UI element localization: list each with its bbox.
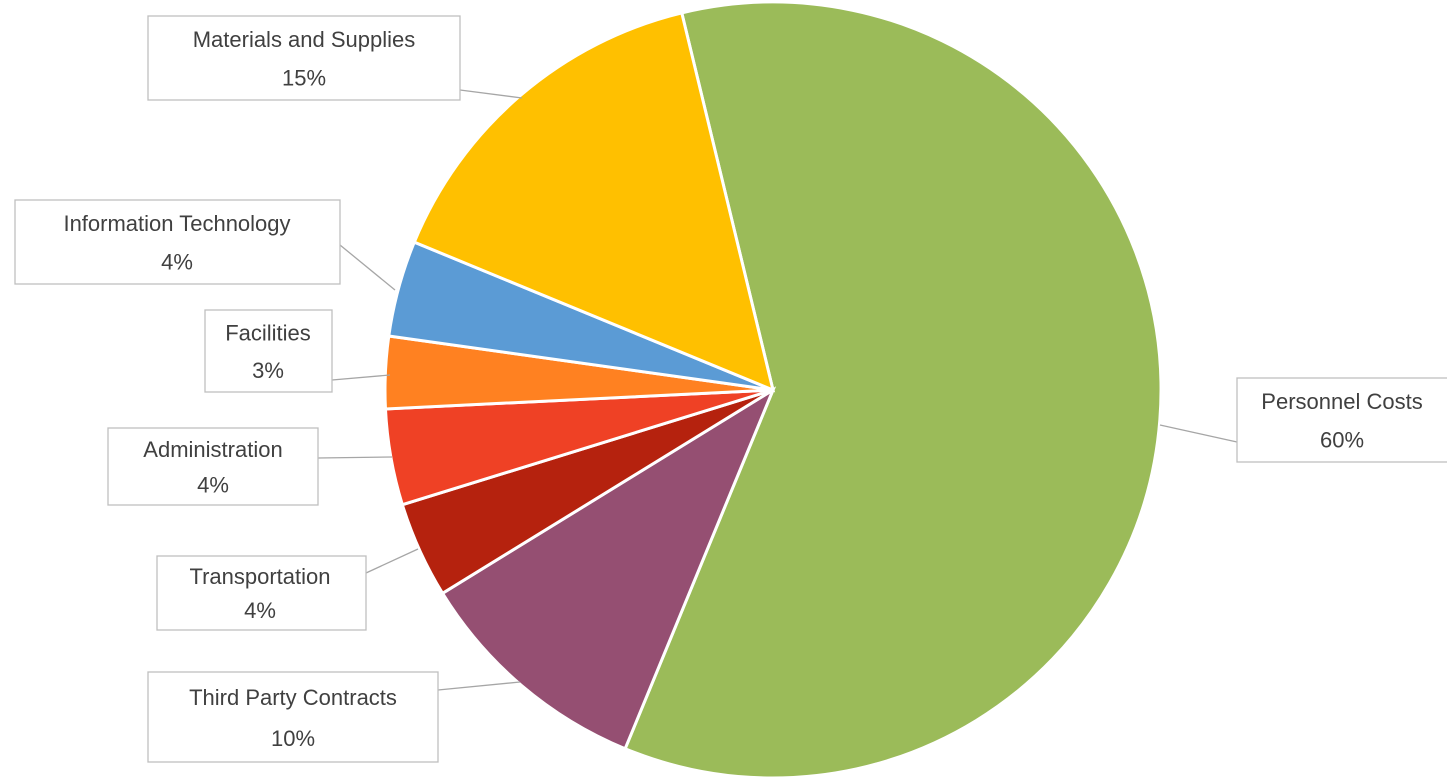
pie-slice bbox=[440, 386, 777, 751]
data-label: Transportation 4% bbox=[156, 548, 419, 631]
label-box bbox=[204, 309, 333, 393]
leader-line bbox=[437, 681, 521, 691]
value-label: 4% bbox=[197, 472, 229, 497]
value-label: 15% bbox=[282, 66, 326, 91]
category-label: Third Party Contracts bbox=[189, 685, 397, 710]
data-label: Facilities 3% bbox=[204, 309, 391, 393]
value-label: 60% bbox=[1320, 428, 1364, 453]
leader-line bbox=[339, 244, 396, 291]
data-label: Third Party Contracts 10% bbox=[147, 671, 521, 763]
category-label: Facilities bbox=[225, 320, 311, 345]
data-label: Personnel Costs 60% bbox=[1159, 377, 1447, 463]
value-label: 3% bbox=[252, 358, 284, 383]
value-label: 4% bbox=[244, 598, 276, 623]
leader-line bbox=[1159, 424, 1238, 443]
data-label: Administration 4% bbox=[107, 427, 393, 506]
label-box bbox=[147, 15, 461, 101]
label-box bbox=[107, 427, 319, 506]
category-label: Personnel Costs bbox=[1261, 389, 1422, 414]
label-box bbox=[1236, 377, 1447, 463]
leader-line bbox=[459, 89, 523, 99]
category-label: Transportation bbox=[189, 564, 330, 589]
leader-line bbox=[365, 548, 419, 574]
data-label: Materials and Supplies 15% bbox=[147, 15, 523, 101]
label-box bbox=[147, 671, 439, 763]
leader-line bbox=[317, 456, 393, 459]
leader-line bbox=[331, 374, 391, 381]
value-label: 4% bbox=[161, 250, 193, 275]
pie-slice bbox=[412, 11, 776, 393]
pie-slice bbox=[623, 0, 1163, 777]
category-label: Administration bbox=[143, 437, 282, 462]
category-label: Materials and Supplies bbox=[193, 27, 416, 52]
data-label: Information Technology 4% bbox=[14, 199, 396, 291]
label-box bbox=[14, 199, 341, 285]
category-label: Information Technology bbox=[63, 211, 290, 236]
label-box bbox=[156, 555, 367, 631]
value-label: 10% bbox=[271, 726, 315, 751]
